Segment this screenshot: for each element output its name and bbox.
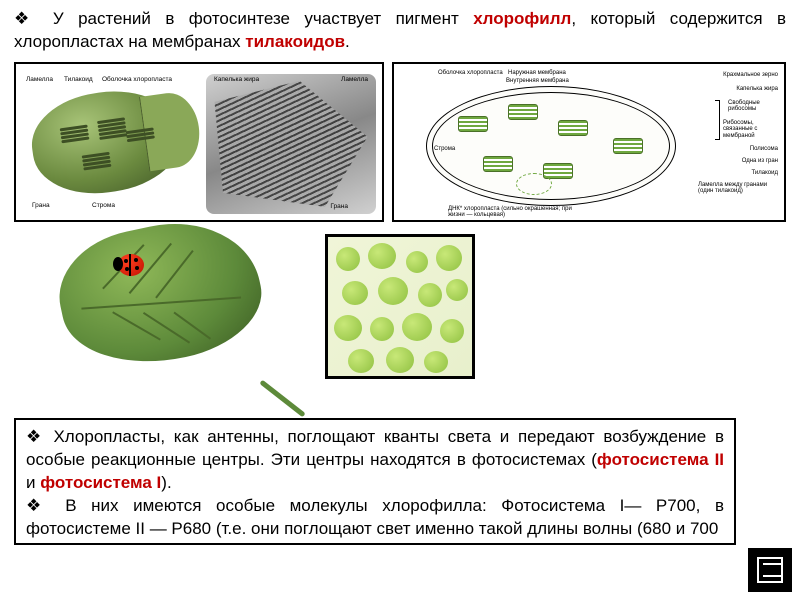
diagram-chloroplast-3d: Ламелла Тилакоид Оболочка хлоропласта Гр… xyxy=(14,62,384,222)
text-a: У растений в фотосинтезе участвует пигме… xyxy=(53,9,473,28)
bracket-icon xyxy=(715,100,720,140)
sch-label-inner: Внутренняя мембрана xyxy=(506,78,569,85)
sch-label-starch: Крахмальное зерно xyxy=(723,72,778,79)
electron-micrograph: Капелька жира Ламелла Грана xyxy=(206,74,376,214)
label-thylakoid: Тилакоид xyxy=(64,76,93,83)
text-c: . xyxy=(345,32,350,51)
highlight-thylakoids: тилакоидов xyxy=(245,32,345,51)
sch-label-grana: Одна из гран xyxy=(742,158,778,165)
bottom-paragraph-box: ❖ Хлоропласты, как антенны, поглощают кв… xyxy=(14,418,736,545)
bullet-icon: ❖ xyxy=(14,9,53,28)
sch-label-thylakoid: Тилакоид xyxy=(752,170,778,177)
bullet-icon: ❖ xyxy=(26,496,65,515)
label-grana-2: Грана xyxy=(330,203,348,210)
chloroplast-3d-model: Ламелла Тилакоид Оболочка хлоропласта Гр… xyxy=(22,74,192,214)
bullet-icon: ❖ xyxy=(26,427,53,446)
label-grana-1: Грана xyxy=(32,202,50,209)
label-lamella-2: Ламелла xyxy=(341,76,368,83)
sch-label-lamella: Ламелла между гранами (один тилакоид) xyxy=(698,182,778,195)
microscope-chloroplasts xyxy=(325,234,475,379)
sch-label-dna: ДНК* хлоропласта (сильно окрашенная; при… xyxy=(448,206,578,219)
p2-text: В них имеются особые молекулы хлорофилла… xyxy=(26,496,724,538)
label-envelope: Оболочка хлоропласта xyxy=(102,76,172,83)
p1-b: и xyxy=(26,473,40,492)
highlight-ps2: фотосистема II xyxy=(597,450,724,469)
sch-label-lipid: Капелька жира xyxy=(736,86,778,93)
sch-label-freerib: Свободные рибосомы xyxy=(728,100,778,113)
p1-c: ). xyxy=(161,473,171,492)
logo-icon xyxy=(748,548,792,592)
highlight-chlorophyll: хлорофилл xyxy=(473,9,571,28)
sch-label-polysome: Полисома xyxy=(750,146,778,153)
label-stroma: Строма xyxy=(92,202,115,209)
bottom-p2: ❖ В них имеются особые молекулы хлорофил… xyxy=(26,495,724,541)
sch-label-envelope: Оболочка хлоропласта xyxy=(438,70,503,77)
label-lipid-drop: Капелька жира xyxy=(214,76,259,83)
intro-paragraph: ❖ У растений в фотосинтезе участвует пиг… xyxy=(0,0,800,60)
label-lamella-1: Ламелла xyxy=(26,76,53,83)
sch-label-stroma: Строма xyxy=(434,146,455,153)
sch-label-outer: Наружная мембрана xyxy=(508,70,566,77)
diagram-row: Ламелла Тилакоид Оболочка хлоропласта Гр… xyxy=(0,62,800,222)
diagram-chloroplast-schematic: Оболочка хлоропласта Наружная мембрана В… xyxy=(392,62,786,222)
middle-illustrations xyxy=(0,222,800,402)
bottom-p1: ❖ Хлоропласты, как антенны, поглощают кв… xyxy=(26,426,724,495)
ladybug-icon xyxy=(118,254,144,276)
highlight-ps1: фотосистема I xyxy=(40,473,161,492)
sch-label-boundrib: Рибосомы, связанные с мембраной xyxy=(723,120,778,140)
leaf-illustration xyxy=(40,216,300,386)
